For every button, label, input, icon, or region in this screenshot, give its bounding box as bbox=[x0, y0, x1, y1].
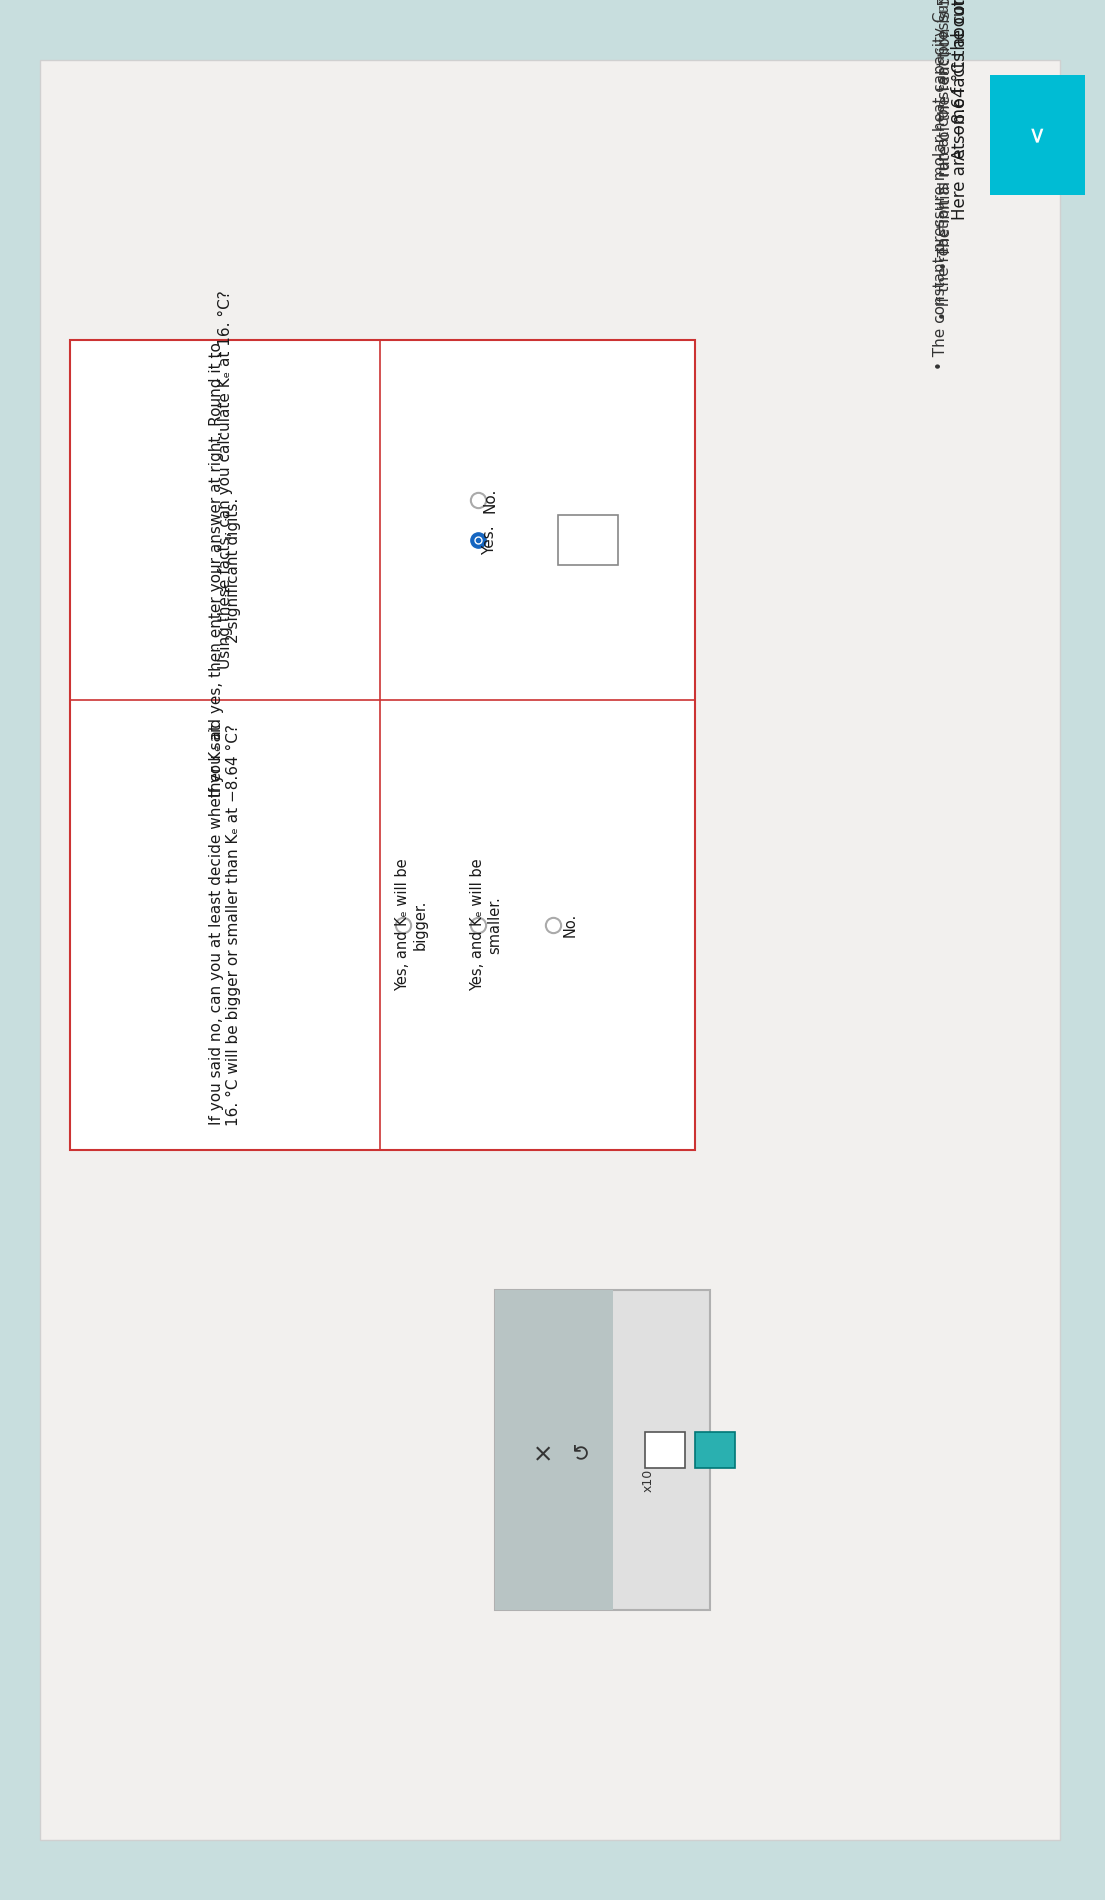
Bar bbox=[558, 515, 618, 564]
Text: If you said no, can you at least decide whether Kₑ at
16. °C will be bigger or s: If you said no, can you at least decide … bbox=[209, 724, 241, 1127]
Text: ↺: ↺ bbox=[571, 1440, 591, 1459]
Bar bbox=[70, 340, 695, 1150]
Bar bbox=[495, 1290, 613, 1609]
Text: ×: × bbox=[530, 1440, 555, 1461]
Text: At −8.64 °C the concentration equilibrium constant Kₑ = 7.7 for a certain reacti: At −8.64 °C the concentration equilibriu… bbox=[951, 0, 969, 160]
Text: If you said yes, then enter your answer at right. Round it to
2 significant digi: If you said yes, then enter your answer … bbox=[209, 342, 241, 798]
Text: <: < bbox=[1027, 124, 1048, 142]
Text: No.: No. bbox=[562, 912, 578, 937]
Text: No.: No. bbox=[483, 486, 497, 513]
Bar bbox=[495, 1290, 711, 1609]
Text: Yes, and Kₑ will be
smaller.: Yes, and Kₑ will be smaller. bbox=[470, 859, 503, 992]
Text: • The constant pressure molar heat capacity Cₚ = 2.97 J·mol⁻¹·K⁻¹.: • The constant pressure molar heat capac… bbox=[933, 0, 947, 370]
Bar bbox=[40, 61, 1060, 1839]
Bar bbox=[644, 1433, 685, 1469]
Text: Yes, and Kₑ will be
bigger.: Yes, and Kₑ will be bigger. bbox=[396, 859, 428, 992]
Text: Yes.: Yes. bbox=[483, 524, 497, 555]
Text: Here are some facts about the reaction:: Here are some facts about the reaction: bbox=[951, 0, 969, 220]
Text: • The initial rate of the reaction is 5.3 mol·L⁻¹·s⁻¹.: • The initial rate of the reaction is 5.… bbox=[937, 0, 953, 270]
Bar bbox=[695, 1433, 735, 1469]
Text: • If the reaction is run at constant pressure, 132. kJ/mol of heat are absorbed.: • If the reaction is run at constant pre… bbox=[937, 0, 953, 319]
Bar bbox=[990, 74, 1085, 196]
Text: x10: x10 bbox=[642, 1469, 655, 1492]
Text: Using these facts, can you calculate Kₑ at 16. °C?: Using these facts, can you calculate Kₑ … bbox=[218, 291, 232, 669]
